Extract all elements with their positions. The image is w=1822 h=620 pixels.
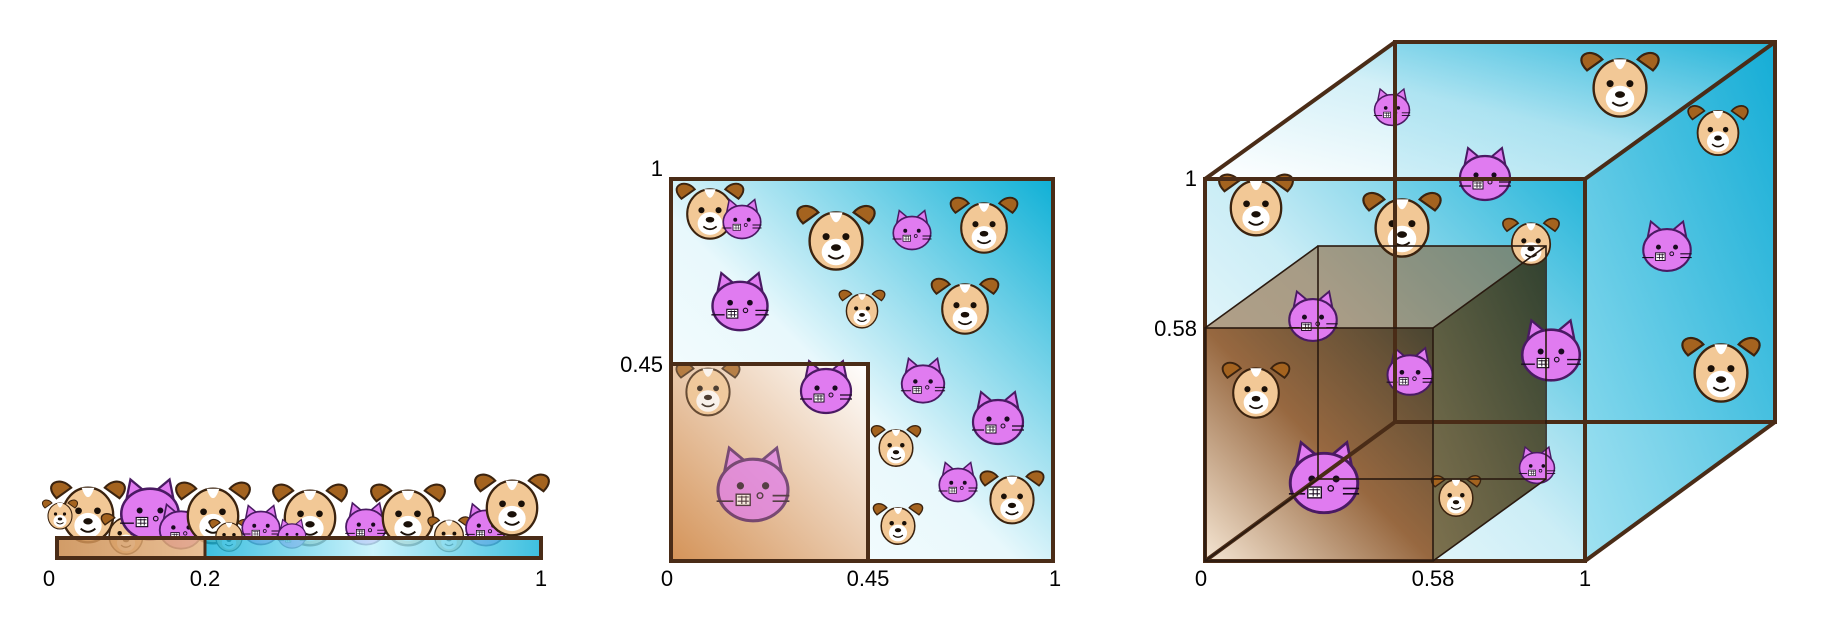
line-panel: 0 0.2 1 <box>41 473 551 591</box>
square-inner-frame <box>671 362 870 561</box>
cat-icon <box>1457 146 1513 202</box>
line-frame <box>55 536 543 560</box>
cat-icon <box>1641 220 1693 272</box>
cat-icon <box>1373 88 1411 127</box>
square-x-label-end: 1 <box>1049 566 1061 591</box>
inner-cube-edges <box>1204 245 1547 562</box>
cube-y-label-end: 1 <box>1185 166 1197 191</box>
cat-icon <box>937 461 979 503</box>
cat-icon <box>710 271 770 332</box>
line-label-mid: 0.2 <box>190 566 221 591</box>
cat-icon <box>1287 290 1339 342</box>
line-label-start: 0 <box>43 566 55 591</box>
cat-icon <box>798 359 854 415</box>
cat-icon <box>970 390 1026 446</box>
line-segment-inner <box>57 538 205 558</box>
cube-panel: 0 0.58 1 0.58 1 <box>1154 40 1777 591</box>
cat-icon <box>715 446 791 523</box>
cat-icon <box>1518 446 1556 485</box>
cube-y-label-mid: 0.58 <box>1154 316 1197 341</box>
line-segment-outer <box>205 538 541 558</box>
square-panel: 0 0.45 1 0.45 1 <box>620 156 1061 591</box>
cube-x-label-mid: 0.58 <box>1412 566 1455 591</box>
cat-icon <box>1519 319 1583 382</box>
cat-icon <box>899 357 947 404</box>
square-x-label-start: 0 <box>661 566 673 591</box>
cat-icon <box>1287 441 1361 515</box>
cube-right-face <box>1585 42 1775 561</box>
line-label-end: 1 <box>535 566 547 591</box>
cube-x-label-end: 1 <box>1579 566 1591 591</box>
square-y-label-mid: 0.45 <box>620 352 663 377</box>
cube-x-label-start: 0 <box>1195 566 1207 591</box>
square-frame <box>669 177 1055 563</box>
square-y-label-end: 1 <box>651 156 663 181</box>
cat-icon <box>721 198 763 240</box>
square-x-label-mid: 0.45 <box>847 566 890 591</box>
cat-icon <box>891 209 933 251</box>
